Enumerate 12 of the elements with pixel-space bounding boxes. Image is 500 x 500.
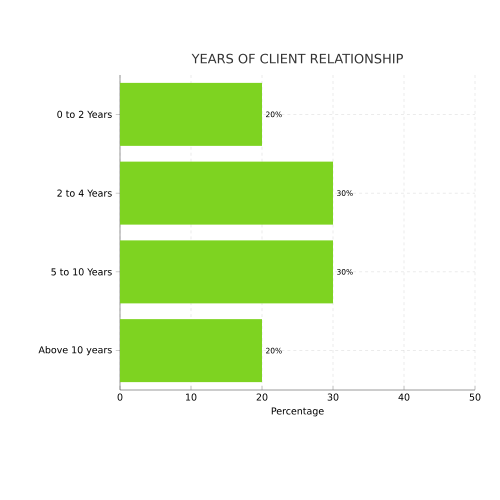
y-tick-label: 2 to 4 Years [57, 190, 112, 197]
x-tick-label: 0 [118, 394, 122, 401]
x-tick-label: 30 [328, 394, 338, 401]
y-tick-label: Above 10 years [38, 346, 112, 356]
y-tick-label: 0 to 2 Years [57, 110, 112, 118]
chart-title: YEARS OF CLIENT RELATIONSHIP [192, 54, 403, 64]
x-tick-label: 40 [398, 394, 410, 401]
x-tick-label: 20 [256, 394, 268, 401]
x-tick-label: 10 [186, 394, 196, 401]
x-axis-title: Percentage [272, 408, 324, 416]
x-tick-label: 50 [470, 394, 480, 401]
y-tick-label: 5 to 10 Years [51, 268, 112, 276]
